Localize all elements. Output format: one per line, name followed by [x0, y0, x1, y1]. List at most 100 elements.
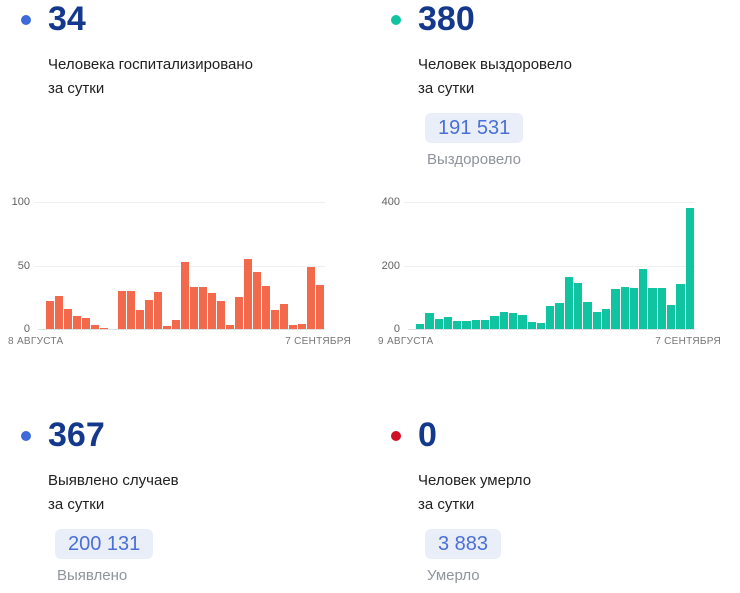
- card-died: 0 Человек умерло за сутки 3 883 Умерло: [370, 413, 740, 593]
- bar[interactable]: [527, 321, 536, 329]
- bar[interactable]: [564, 276, 574, 329]
- card-recovered: 380 Человек выздоровело за сутки 191 531…: [370, 0, 740, 413]
- bar[interactable]: [145, 299, 153, 329]
- bar[interactable]: [639, 269, 648, 329]
- bar[interactable]: [583, 302, 592, 329]
- stat-description-hospitalized: Человека госпитализировано за сутки: [48, 53, 370, 101]
- gridline: [34, 202, 325, 203]
- bar[interactable]: [154, 292, 162, 329]
- bar[interactable]: [620, 287, 629, 329]
- bar[interactable]: [648, 287, 657, 329]
- bar[interactable]: [298, 323, 306, 329]
- bar[interactable]: [555, 303, 564, 329]
- stat-description-line1: Человека госпитализировано: [48, 56, 254, 73]
- stat-description-line1: Выявлено случаев: [48, 472, 179, 489]
- bar[interactable]: [100, 327, 108, 329]
- bar[interactable]: [508, 313, 518, 329]
- bar[interactable]: [316, 284, 324, 329]
- bar[interactable]: [490, 315, 499, 329]
- stat-dot-hospitalized: [21, 15, 31, 25]
- card-hospitalized: 34 Человека госпитализировано за сутки 0…: [0, 0, 370, 413]
- chart-plot-area: 0 50 100: [12, 196, 325, 335]
- bar[interactable]: [244, 259, 252, 329]
- total-badge-recovered: 191 531: [425, 113, 524, 143]
- y-tick-label: 50: [17, 259, 30, 272]
- y-tick-label: 0: [23, 323, 30, 335]
- bar[interactable]: [546, 305, 555, 329]
- bar[interactable]: [136, 309, 144, 329]
- bar[interactable]: [471, 320, 481, 329]
- bar[interactable]: [443, 317, 453, 329]
- total-badge-died: 3 883: [425, 529, 502, 559]
- bar[interactable]: [289, 325, 297, 329]
- bar[interactable]: [181, 261, 189, 329]
- bar[interactable]: [481, 320, 490, 329]
- bar[interactable]: [271, 309, 279, 329]
- bar[interactable]: [629, 288, 639, 329]
- stat-row: 367: [0, 413, 370, 455]
- bar[interactable]: [676, 283, 685, 329]
- bar[interactable]: [518, 314, 527, 329]
- bars: [416, 202, 694, 329]
- stat-value-died: 0: [418, 416, 437, 454]
- y-tick-label: 200: [381, 259, 400, 272]
- bar[interactable]: [592, 312, 601, 329]
- stat-row: 380: [370, 0, 740, 39]
- bars: [46, 202, 324, 329]
- x-axis-labels: 8 АВГУСТА 7 СЕНТЯБРЯ: [8, 336, 351, 347]
- bar[interactable]: [64, 308, 72, 329]
- chart-plot-area: 0 200 400: [382, 196, 695, 335]
- x-axis-end-label: 7 СЕНТЯБРЯ: [285, 336, 351, 347]
- bar[interactable]: [657, 288, 667, 329]
- bar[interactable]: [453, 320, 462, 329]
- bar[interactable]: [163, 326, 171, 329]
- stat-description-line2: за сутки: [48, 496, 105, 513]
- chart-hospitalized: 0 50 100 8 АВГУСТА 7 СЕНТЯБРЯ: [0, 196, 370, 347]
- bar[interactable]: [307, 266, 315, 329]
- bar[interactable]: [499, 311, 508, 329]
- bar[interactable]: [280, 303, 288, 329]
- bar[interactable]: [667, 304, 676, 329]
- stat-value-detected: 367: [48, 416, 105, 454]
- bar[interactable]: [425, 313, 434, 329]
- total-label-recovered: Выздоровело: [427, 151, 522, 168]
- bar[interactable]: [73, 316, 81, 329]
- total-label-died: Умерло: [427, 567, 480, 584]
- bar[interactable]: [199, 287, 207, 329]
- bar[interactable]: [190, 287, 198, 329]
- bar[interactable]: [536, 323, 546, 329]
- stat-description-line2: за сутки: [418, 496, 475, 513]
- x-axis-labels: 9 АВГУСТА 7 СЕНТЯБРЯ: [378, 336, 721, 347]
- bar[interactable]: [574, 283, 583, 329]
- bar[interactable]: [55, 295, 63, 329]
- bar[interactable]: [217, 301, 225, 329]
- bar[interactable]: [118, 290, 126, 329]
- bar[interactable]: [262, 285, 270, 329]
- bar[interactable]: [127, 290, 135, 329]
- stat-description-died: Человек умерло за сутки: [418, 469, 740, 517]
- stat-dot-detected: [21, 431, 31, 441]
- x-axis-start-label: 8 АВГУСТА: [8, 336, 64, 347]
- bar[interactable]: [601, 309, 611, 329]
- bar[interactable]: [416, 323, 425, 329]
- bar[interactable]: [172, 320, 180, 329]
- bar[interactable]: [82, 317, 90, 329]
- bar[interactable]: [611, 289, 620, 329]
- stat-description-recovered: Человек выздоровело за сутки: [418, 53, 740, 101]
- bar[interactable]: [46, 301, 54, 329]
- bar[interactable]: [91, 325, 99, 329]
- bar[interactable]: [434, 318, 443, 329]
- y-tick-label: 400: [381, 196, 400, 208]
- bar[interactable]: [685, 208, 694, 329]
- stat-description-line1: Человек выздоровело: [418, 56, 572, 73]
- total-badge-detected: 200 131: [55, 529, 154, 559]
- bar[interactable]: [226, 325, 234, 329]
- bar[interactable]: [235, 297, 243, 329]
- bar[interactable]: [208, 293, 216, 329]
- bar[interactable]: [462, 321, 471, 329]
- x-axis-start-label: 9 АВГУСТА: [378, 336, 434, 347]
- bar[interactable]: [253, 271, 261, 329]
- gridline: [404, 265, 695, 267]
- total-label-detected: Выявлено: [57, 567, 128, 584]
